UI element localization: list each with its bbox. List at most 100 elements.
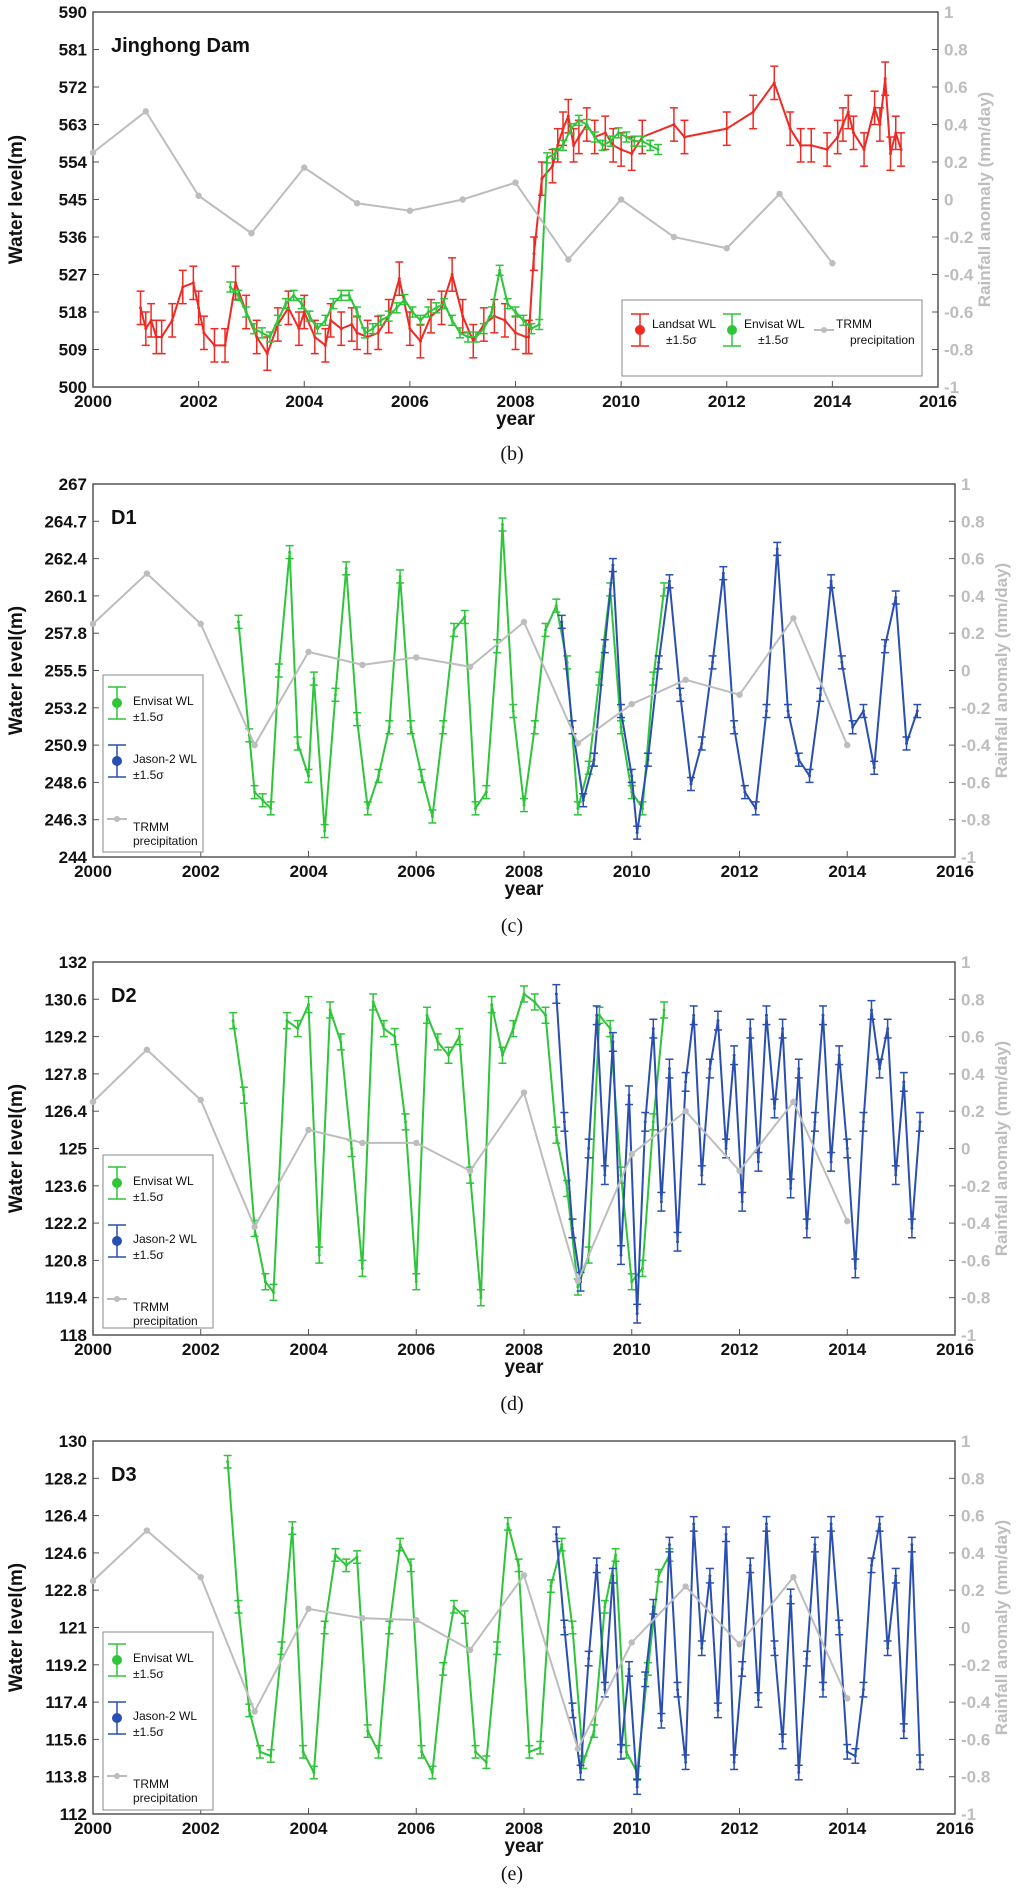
data-point bbox=[503, 318, 507, 322]
data-point bbox=[809, 143, 813, 147]
data-point bbox=[723, 245, 730, 252]
data-point bbox=[667, 579, 671, 583]
data-point bbox=[521, 318, 525, 322]
series-line bbox=[555, 993, 921, 1314]
data-point bbox=[506, 1522, 510, 1526]
data-point bbox=[790, 615, 797, 622]
data-point bbox=[611, 1040, 615, 1044]
data-point bbox=[630, 1280, 634, 1284]
data-point bbox=[271, 1290, 275, 1294]
data-point bbox=[764, 709, 768, 713]
data-point bbox=[883, 77, 887, 81]
data-point bbox=[549, 1584, 553, 1588]
data-point bbox=[837, 1626, 841, 1629]
data-point bbox=[466, 663, 474, 670]
data-point bbox=[457, 1035, 461, 1039]
data-point bbox=[350, 1147, 354, 1150]
data-point bbox=[700, 1173, 704, 1177]
data-point bbox=[226, 1460, 230, 1464]
data-point bbox=[292, 293, 296, 297]
data-point bbox=[359, 661, 366, 669]
legend-sublabel: ±1.5σ bbox=[133, 1725, 164, 1739]
data-point bbox=[732, 1053, 736, 1057]
legend-sublabel: ±1.5σ bbox=[133, 1190, 164, 1204]
data-point bbox=[585, 123, 589, 126]
y2-tick-label: 0.6 bbox=[961, 1028, 985, 1047]
data-point bbox=[143, 1046, 151, 1053]
data-point bbox=[459, 196, 466, 203]
data-point bbox=[522, 803, 526, 807]
x-tick-label: 2002 bbox=[182, 1340, 220, 1359]
data-point bbox=[333, 693, 337, 697]
data-point bbox=[197, 1573, 204, 1581]
y2-tick-label: 0.6 bbox=[944, 78, 968, 97]
data-point bbox=[142, 108, 150, 115]
legend-label: TRMM bbox=[836, 317, 872, 331]
data-point bbox=[853, 1754, 857, 1758]
data-point bbox=[692, 1522, 696, 1526]
legend-sublabel: precipitation bbox=[850, 333, 915, 347]
data-point bbox=[305, 1605, 312, 1613]
y-tick-label: 132 bbox=[59, 953, 87, 972]
y-tick-label: 257.8 bbox=[44, 624, 87, 643]
y-tick-label: 113.8 bbox=[45, 1768, 87, 1787]
data-point bbox=[409, 725, 413, 729]
data-point bbox=[387, 1626, 391, 1629]
data-point bbox=[603, 131, 607, 135]
data-point bbox=[630, 774, 634, 778]
data-point bbox=[288, 550, 292, 554]
data-point bbox=[442, 302, 446, 306]
data-point bbox=[651, 677, 655, 681]
data-point bbox=[619, 1253, 623, 1257]
data-point bbox=[355, 310, 359, 314]
data-point bbox=[764, 1522, 768, 1526]
y2-axis-label: Rainfall anomaly (mm/day) bbox=[975, 92, 994, 307]
y2-tick-label: -0.2 bbox=[961, 699, 990, 718]
y-tick-label: 244 bbox=[59, 848, 88, 867]
data-point bbox=[676, 1240, 680, 1244]
data-point bbox=[829, 579, 833, 583]
data-point bbox=[574, 740, 582, 747]
data-point bbox=[234, 281, 238, 285]
y2-tick-label: 0.4 bbox=[961, 1065, 985, 1084]
series-jason-2-wl bbox=[552, 983, 924, 1324]
y2-tick-label: -0.8 bbox=[961, 1289, 990, 1308]
data-point bbox=[603, 1173, 607, 1177]
data-point bbox=[533, 1000, 537, 1004]
data-point bbox=[339, 293, 343, 297]
data-point bbox=[511, 1027, 515, 1031]
y2-tick-label: -0.2 bbox=[944, 228, 973, 247]
data-point bbox=[197, 620, 204, 628]
data-point bbox=[377, 774, 381, 778]
panel-caption: (d) bbox=[500, 1393, 523, 1415]
data-point bbox=[363, 331, 367, 335]
x-tick-label: 2000 bbox=[74, 1819, 112, 1838]
data-point bbox=[886, 1027, 890, 1031]
data-point bbox=[550, 164, 554, 168]
data-point bbox=[296, 741, 300, 745]
y-tick-label: 246.3 bbox=[44, 811, 87, 830]
data-point bbox=[910, 1543, 914, 1547]
data-point bbox=[684, 1760, 688, 1764]
y-tick-label: 264.7 bbox=[44, 512, 87, 531]
data-point bbox=[461, 314, 465, 318]
data-point bbox=[853, 1266, 857, 1270]
data-point bbox=[329, 318, 333, 322]
y-axis-label: Water level(m) bbox=[6, 135, 27, 264]
data-point bbox=[255, 335, 259, 339]
data-point bbox=[195, 192, 202, 199]
data-point bbox=[587, 766, 591, 770]
x-tick-label: 2016 bbox=[919, 392, 957, 411]
data-point bbox=[355, 1555, 359, 1559]
y-tick-label: 590 bbox=[59, 3, 87, 22]
y-tick-label: 545 bbox=[59, 191, 87, 210]
data-point bbox=[651, 1605, 655, 1609]
data-point bbox=[829, 1522, 833, 1526]
data-point bbox=[659, 1200, 663, 1204]
data-point bbox=[379, 318, 383, 322]
data-point bbox=[441, 725, 445, 729]
data-point bbox=[852, 131, 855, 135]
data-point bbox=[538, 1746, 542, 1750]
data-point bbox=[628, 1639, 635, 1646]
data-point bbox=[682, 676, 689, 684]
